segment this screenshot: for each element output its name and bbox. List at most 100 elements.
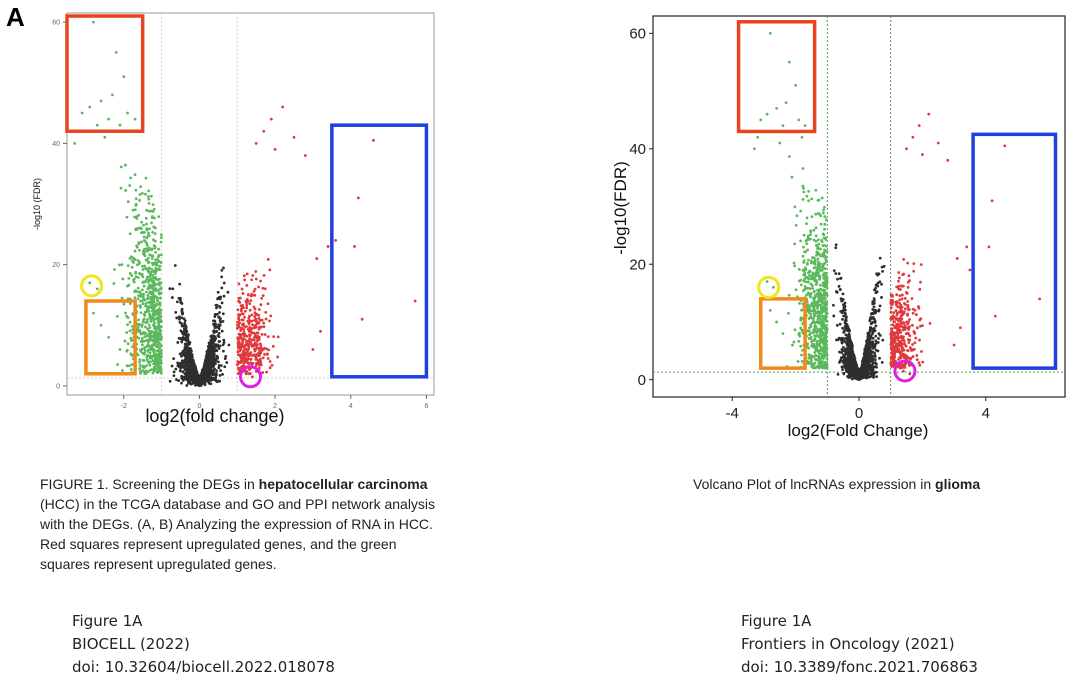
point-not-significant (862, 357, 866, 360)
point-upregulated (241, 357, 245, 361)
point-downregulated (818, 352, 821, 355)
point-not-significant (212, 358, 215, 362)
point-upregulated (889, 310, 893, 314)
point-not-significant (182, 364, 185, 367)
panel-label: A (6, 2, 25, 32)
point-upregulated (250, 278, 253, 282)
point-upregulated (353, 245, 356, 248)
point-downregulated (139, 299, 142, 303)
point-not-significant (853, 362, 857, 365)
point-not-significant (217, 366, 221, 370)
point-downregulated (819, 307, 823, 310)
point-downregulated (807, 258, 810, 262)
point-downregulated (149, 360, 152, 364)
point-upregulated (919, 324, 922, 328)
point-upregulated (236, 336, 240, 340)
point-downregulated (143, 254, 147, 258)
point-downregulated (122, 302, 126, 306)
point-not-significant (214, 323, 217, 327)
point-not-significant (218, 373, 222, 377)
point-not-significant (201, 375, 205, 379)
point-downregulated (137, 213, 140, 217)
point-upregulated (268, 366, 272, 370)
point-upregulated (240, 287, 244, 291)
point-downregulated (147, 280, 150, 284)
point-not-significant (872, 365, 876, 369)
point-downregulated (812, 228, 816, 232)
point-upregulated (253, 349, 257, 353)
point-downregulated (802, 190, 806, 194)
point-downregulated (818, 277, 821, 281)
point-not-significant (217, 331, 221, 335)
point-downregulated (126, 316, 130, 320)
point-downregulated (153, 362, 157, 366)
point-not-significant (849, 341, 853, 345)
point-not-significant (218, 379, 221, 383)
point-not-significant (844, 341, 848, 344)
point-not-significant (842, 314, 846, 318)
point-not-significant (871, 346, 875, 350)
point-not-significant (839, 276, 843, 280)
point-not-significant (212, 353, 216, 357)
point-upregulated (239, 348, 243, 352)
point-downregulated (759, 118, 763, 122)
point-downregulated (814, 358, 818, 362)
point-not-significant (842, 345, 845, 349)
point-downregulated (809, 229, 813, 233)
point-upregulated (896, 328, 899, 331)
point-downregulated (143, 280, 147, 284)
point-not-significant (847, 342, 851, 346)
point-downregulated (152, 322, 156, 326)
point-upregulated (257, 308, 261, 311)
point-downregulated (816, 315, 820, 318)
point-not-significant (867, 353, 871, 357)
point-not-significant (834, 272, 838, 275)
point-downregulated (129, 368, 133, 371)
point-downregulated (798, 301, 801, 305)
point-upregulated (911, 355, 915, 358)
point-downregulated (127, 283, 131, 287)
point-not-significant (840, 365, 844, 369)
point-not-significant (217, 327, 221, 331)
point-upregulated (897, 271, 901, 274)
point-downregulated (823, 363, 826, 367)
point-downregulated (822, 205, 826, 209)
point-upregulated (266, 335, 270, 339)
point-not-significant (871, 362, 875, 365)
point-downregulated (153, 355, 157, 359)
point-not-significant (867, 344, 870, 348)
point-downregulated (788, 155, 791, 158)
point-downregulated (138, 198, 141, 202)
point-downregulated (150, 257, 154, 260)
point-upregulated (265, 347, 269, 351)
point-not-significant (183, 368, 187, 372)
point-downregulated (127, 277, 131, 280)
point-upregulated (911, 343, 914, 346)
point-not-significant (868, 366, 872, 369)
point-not-significant (843, 321, 847, 325)
point-not-significant (870, 364, 873, 367)
point-downregulated (142, 317, 146, 321)
point-downregulated (149, 297, 153, 301)
point-upregulated (920, 350, 923, 353)
point-downregulated (133, 296, 137, 300)
point-upregulated (257, 314, 261, 317)
point-upregulated (276, 355, 279, 359)
point-not-significant (848, 359, 852, 363)
point-not-significant (215, 354, 219, 358)
point-downregulated (136, 286, 140, 290)
point-downregulated (145, 227, 149, 230)
point-downregulated (134, 188, 138, 192)
point-not-significant (201, 368, 204, 372)
point-upregulated (269, 117, 273, 121)
point-not-significant (194, 382, 198, 386)
point-upregulated (252, 290, 256, 293)
point-downregulated (806, 361, 810, 365)
point-not-significant (180, 381, 183, 385)
point-downregulated (145, 243, 149, 247)
point-downregulated (130, 274, 134, 278)
point-downregulated (823, 325, 827, 329)
point-not-significant (177, 317, 181, 321)
point-downregulated (800, 360, 804, 363)
